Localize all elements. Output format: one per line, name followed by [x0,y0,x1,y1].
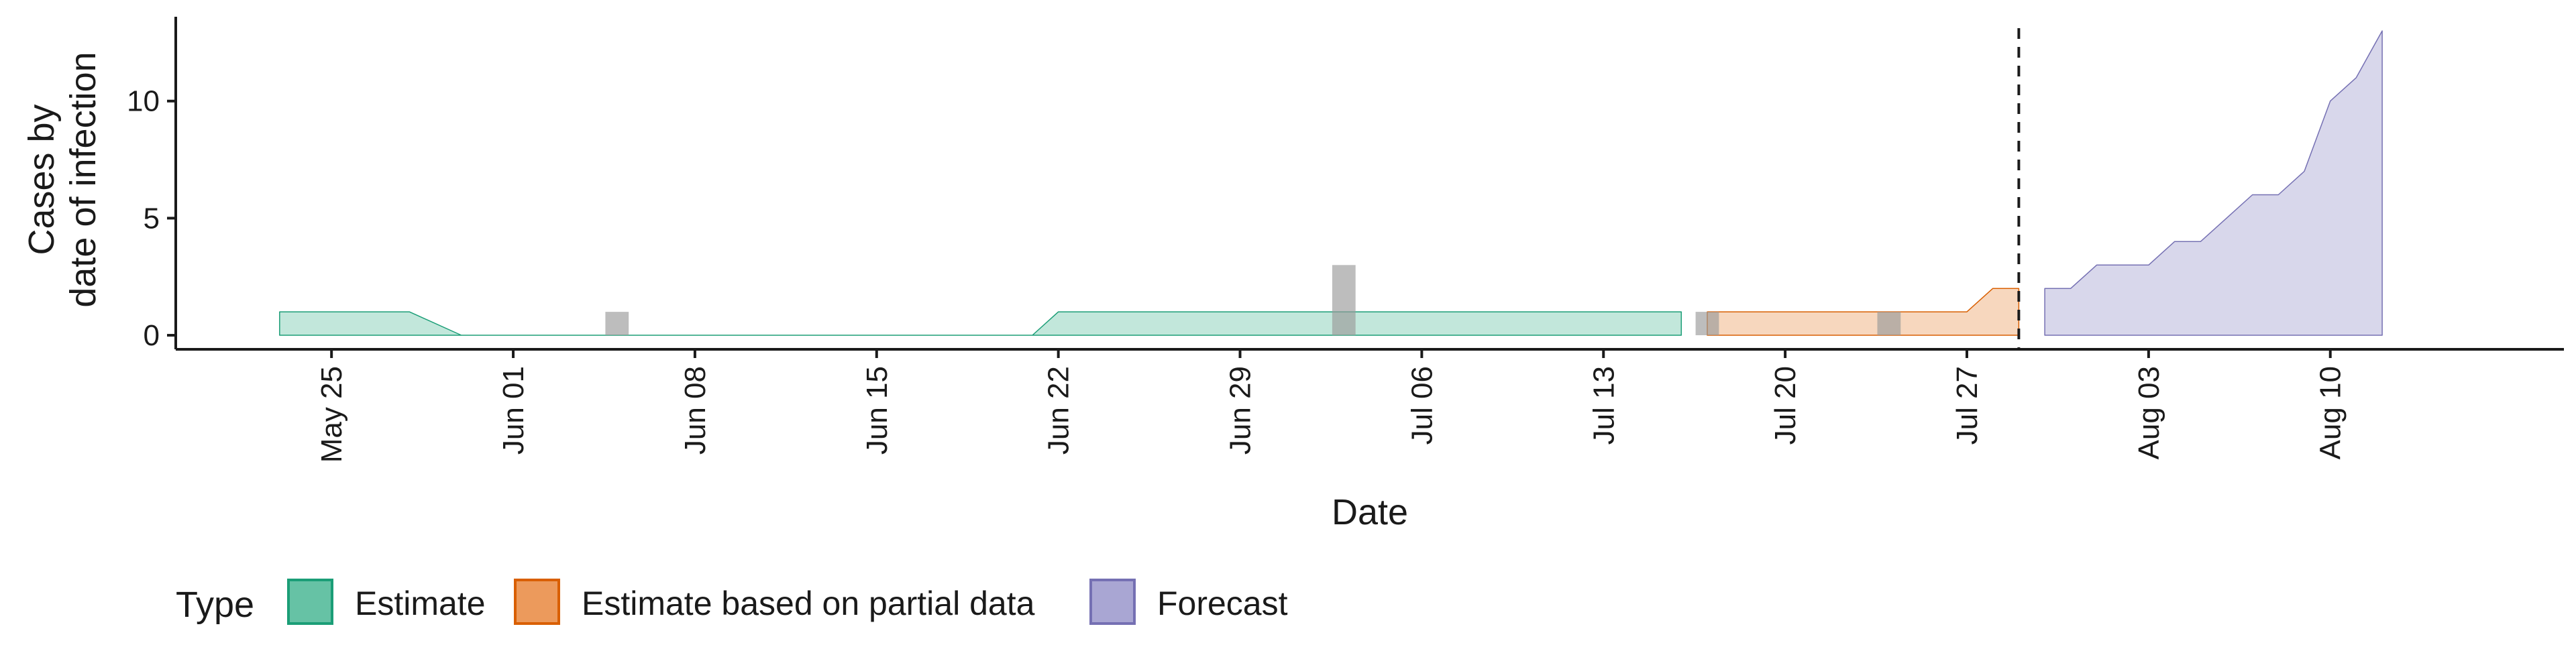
x-tick-label-8: Jul 13 [1587,366,1620,445]
area-forecast [2044,30,2383,336]
observed-bar-4 [1877,312,1901,335]
x-tick-label-12: Aug 10 [2314,366,2347,459]
area-estimate [279,311,1682,336]
x-tick-label-1: May 25 [315,366,348,463]
y-tick-label-0: 0 [144,319,160,352]
x-tick-label-6: Jun 29 [1224,366,1257,455]
observed-bar-2 [1332,265,1356,336]
observed-bar-3 [1695,312,1719,335]
area-estimate-based-on-partial-data [1707,288,2020,336]
x-tick-label-7: Jul 06 [1405,366,1438,445]
x-axis-title: Date [1332,492,1408,532]
y-axis-title-line-2: date of infection [63,52,103,307]
x-tick-label-10: Jul 27 [1951,366,1984,445]
legend-key-3 [1089,579,1136,625]
observed-bar-1 [605,312,629,335]
legend-key-1 [287,579,333,625]
y-tick-label-10: 10 [127,85,160,118]
legend-key-2 [514,579,560,625]
x-tick-label-4: Jun 15 [861,366,894,455]
x-tick-label-11: Aug 03 [2133,366,2165,459]
x-tick-label-3: Jun 08 [679,366,712,455]
legend-label-3: Forecast [1157,585,1288,622]
x-tick-label-2: Jun 01 [497,366,530,455]
x-tick-label-9: Jul 20 [1769,366,1802,445]
legend-label-2: Estimate based on partial data [582,585,1035,622]
legend-label-1: Estimate [355,585,486,622]
legend-title: Type [176,585,254,625]
x-tick-label-5: Jun 22 [1042,366,1075,455]
y-axis-title-line-1: Cases by [21,104,62,255]
y-tick-label-5: 5 [144,202,160,235]
